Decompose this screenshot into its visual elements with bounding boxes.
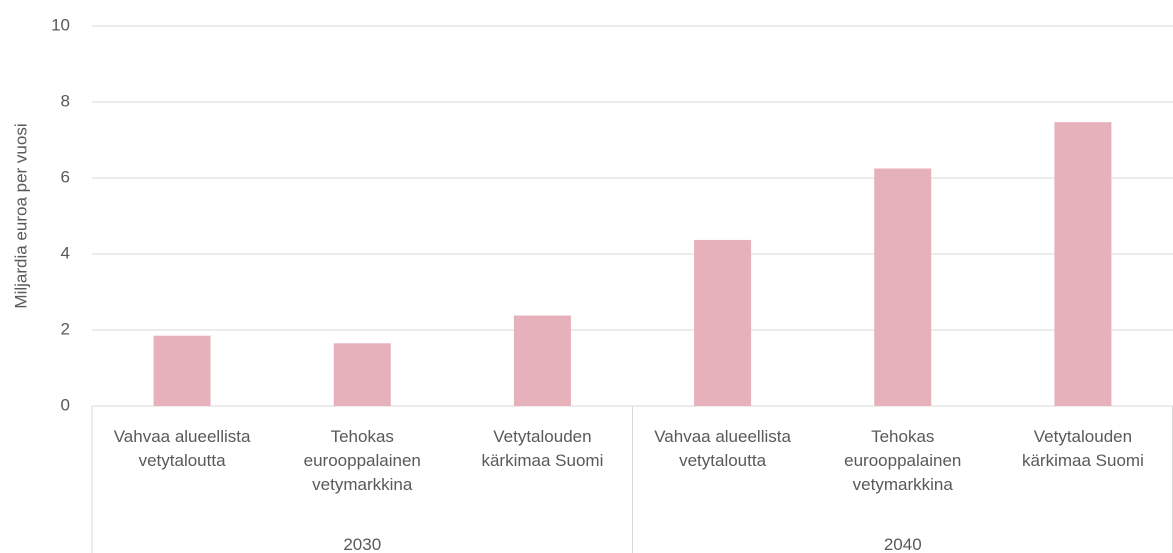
y-tick-label: 6	[61, 167, 70, 186]
x-tick-label: Vetytalouden kärkimaa Suomi	[481, 427, 604, 470]
bar	[874, 168, 932, 406]
y-axis-title: Miljardia euroa per vuosi	[11, 123, 30, 308]
y-tick-label: 4	[61, 243, 70, 262]
y-tick-label: 10	[51, 15, 70, 34]
group-label: 2040	[883, 535, 922, 553]
bar	[694, 239, 752, 406]
x-tick-label: Tehokas eurooppalainen vetymarkkina	[844, 427, 962, 494]
bar	[333, 343, 391, 406]
x-tick-label: Vahvaa alueellista vetytaloutta	[113, 427, 251, 470]
y-tick-label: 0	[61, 395, 70, 414]
bar	[1054, 122, 1112, 406]
x-tick-label: Tehokas eurooppalainen vetymarkkina	[303, 427, 421, 494]
y-tick-label: 8	[61, 91, 70, 110]
x-tick-label: Vahvaa alueellista vetytaloutta	[654, 427, 791, 470]
group-label: 2030	[343, 535, 382, 553]
bar	[513, 315, 571, 406]
bar	[153, 335, 211, 406]
y-tick-label: 2	[61, 319, 70, 338]
x-tick-label: Vetytalouden kärkimaa Suomi	[1021, 427, 1144, 470]
